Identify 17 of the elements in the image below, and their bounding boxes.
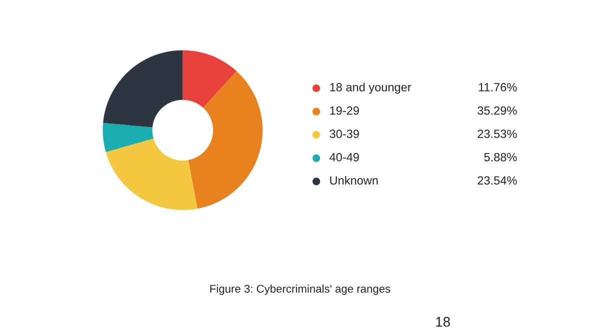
donut-slice: [182, 50, 237, 108]
legend-label: Unknown: [330, 176, 378, 185]
caption: Figure 3: Cybercriminals' age ranges: [210, 284, 390, 295]
data-label: 35.29%: [478, 106, 517, 115]
legend-label: 30-39: [330, 130, 359, 138]
text: 18: [436, 316, 450, 327]
data-label: 5.88%: [484, 152, 517, 162]
donut-slice: [103, 50, 183, 128]
legend-label: 19-29: [330, 106, 359, 115]
donut-slice: [188, 71, 263, 209]
legend-label: 18 and younger: [330, 82, 412, 94]
legend-label: 40-49: [330, 152, 359, 162]
data-label: 11.76%: [478, 83, 517, 92]
data-label: 23.53%: [478, 130, 517, 138]
donut-slice: [106, 138, 198, 210]
donut-slice: [102, 122, 154, 152]
data-label: 23.54%: [478, 176, 517, 185]
